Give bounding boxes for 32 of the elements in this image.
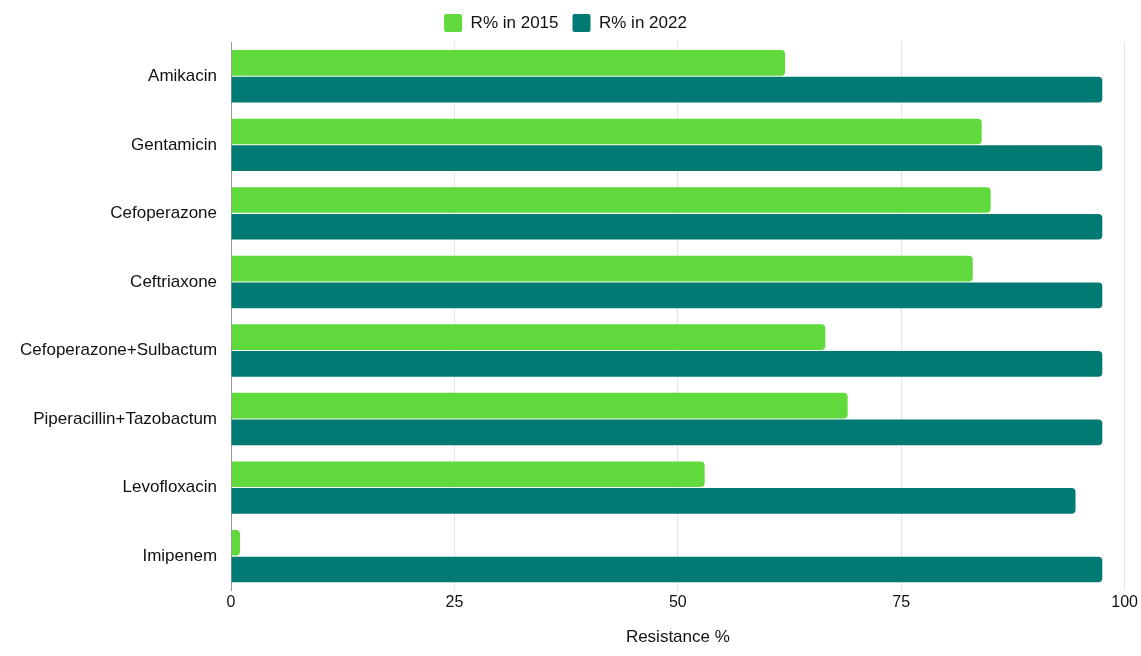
legend-label: R% in 2015 <box>470 12 559 32</box>
x-tick-label: 50 <box>668 593 687 611</box>
bar <box>231 76 1103 103</box>
bar <box>231 556 1103 583</box>
y-tick-label: Cefoperazone <box>110 203 218 223</box>
bar <box>231 419 1103 446</box>
bar <box>231 213 1103 240</box>
bar <box>231 324 826 350</box>
y-tick-label: Ceftriaxone <box>130 271 218 291</box>
legend-label: R% in 2022 <box>599 12 687 32</box>
y-tick-label: Amikacin <box>148 65 218 85</box>
y-tick-label: Imipenem <box>142 545 218 565</box>
y-tick-label: Gentamicin <box>131 134 218 154</box>
x-tick-label: 100 <box>1111 593 1139 611</box>
bar <box>231 392 848 419</box>
bar <box>231 145 1103 172</box>
bar <box>231 351 1103 377</box>
bar <box>231 461 705 488</box>
bar <box>231 187 991 213</box>
bar <box>231 50 786 76</box>
x-tick-label: 25 <box>445 593 464 611</box>
bar <box>231 529 240 556</box>
bar <box>231 488 1076 514</box>
x-tick-label: 75 <box>892 593 911 611</box>
bar <box>231 255 973 282</box>
y-tick-label: Levofloxacin <box>122 477 218 497</box>
y-tick-label: Cefoperazone+Sulbactum <box>20 340 218 360</box>
x-tick-label: 0 <box>226 593 236 611</box>
bar <box>231 118 982 145</box>
y-tick-label: Piperacillin+Tazobactum <box>33 408 218 428</box>
bar <box>231 282 1103 309</box>
x-axis-title: Resistance % <box>625 627 730 647</box>
